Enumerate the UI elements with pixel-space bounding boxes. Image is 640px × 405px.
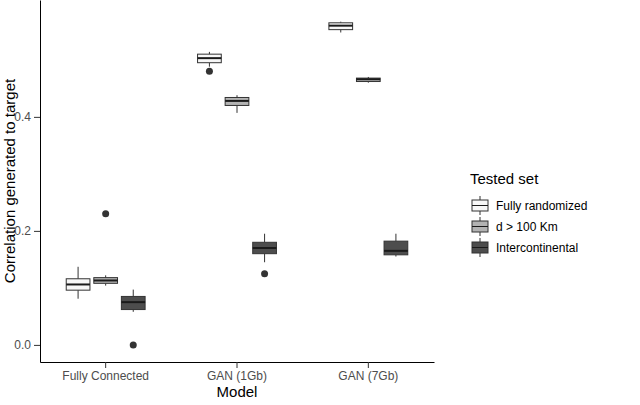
median	[329, 25, 353, 27]
legend-label: Intercontinental	[496, 241, 578, 255]
y-axis-line	[40, 1, 41, 363]
legend-key-median	[472, 226, 488, 227]
y-tick: 0.4	[14, 110, 40, 124]
y-tick: 0.0	[14, 338, 40, 352]
median	[356, 78, 380, 80]
box-series	[94, 77, 380, 286]
y-axis: 0.0 0.2 0.4	[14, 1, 40, 363]
upper-whisker	[264, 234, 265, 243]
legend-label: d > 100 Km	[496, 220, 558, 234]
y-axis-title: Correlation generated to target	[1, 78, 18, 283]
box-body	[66, 279, 90, 290]
box	[66, 267, 90, 299]
x-axis: Fully Connected GAN (1Gb) GAN (7Gb)	[41, 362, 435, 383]
lower-whisker	[209, 63, 210, 67]
x-tick-mark	[368, 362, 369, 368]
x-tick-mark	[237, 362, 238, 368]
median	[66, 283, 90, 285]
legend-entry: Fully randomized	[472, 196, 587, 215]
box-body	[121, 296, 145, 309]
outlier	[130, 341, 137, 348]
y-tick: 0.2	[14, 224, 40, 238]
legend-entry: Intercontinental	[472, 238, 578, 257]
box-body	[253, 242, 277, 253]
outlier	[261, 270, 268, 277]
legend-key-median	[472, 205, 488, 206]
y-tick-mark	[34, 231, 40, 232]
box	[384, 234, 408, 257]
upper-whisker	[78, 267, 79, 279]
median	[198, 57, 222, 59]
box-body	[225, 97, 249, 105]
legend: Tested set Fully randomized d > 100 Km Inte…	[470, 170, 587, 257]
box	[198, 52, 222, 75]
box-body	[329, 23, 353, 30]
plot: 0.0 0.2 0.4 Fully Connected GAN (1Gb) GAN (7G…	[14, 1, 434, 383]
box	[121, 290, 145, 349]
box-series	[66, 22, 352, 299]
lower-whisker	[264, 254, 265, 263]
lower-whisker	[78, 290, 79, 299]
box-series	[121, 234, 407, 349]
median	[121, 301, 145, 303]
median	[225, 100, 249, 102]
upper-whisker	[395, 234, 396, 241]
lower-whisker	[237, 105, 238, 112]
median	[253, 247, 277, 249]
box-body	[94, 278, 118, 284]
box	[253, 234, 277, 277]
chart: 0.0 0.2 0.4 Fully Connected GAN (1Gb) GAN (7G…	[0, 0, 640, 405]
boxes	[66, 22, 408, 349]
box-body	[198, 54, 222, 63]
box	[329, 22, 353, 33]
legend-key	[472, 221, 488, 232]
box	[225, 95, 249, 113]
y-tick-mark	[34, 345, 40, 346]
outlier	[206, 68, 213, 75]
legend-key	[472, 200, 488, 211]
x-tick: GAN (7Gb)	[338, 362, 398, 383]
outlier	[102, 210, 109, 217]
legend-key-median	[472, 247, 488, 248]
x-axis-title: Model	[217, 383, 258, 400]
y-tick-label: 0.0	[14, 338, 31, 352]
legend-title: Tested set	[470, 170, 539, 187]
upper-whisker	[133, 290, 134, 297]
median	[94, 279, 118, 281]
box-body	[384, 241, 408, 255]
median	[384, 250, 408, 252]
legend-key	[472, 242, 488, 253]
x-tick: GAN (1Gb)	[207, 362, 267, 383]
box-body	[356, 78, 380, 81]
x-tick-label: GAN (1Gb)	[207, 369, 267, 383]
legend-entry: d > 100 Km	[472, 217, 558, 236]
legend-label: Fully randomized	[496, 199, 587, 213]
x-tick-label: GAN (7Gb)	[338, 369, 398, 383]
x-tick: Fully Connected	[62, 362, 149, 383]
x-tick-mark	[105, 362, 106, 368]
box	[94, 210, 118, 285]
box	[356, 77, 380, 83]
y-tick-mark	[34, 117, 40, 118]
x-tick-label: Fully Connected	[62, 369, 149, 383]
